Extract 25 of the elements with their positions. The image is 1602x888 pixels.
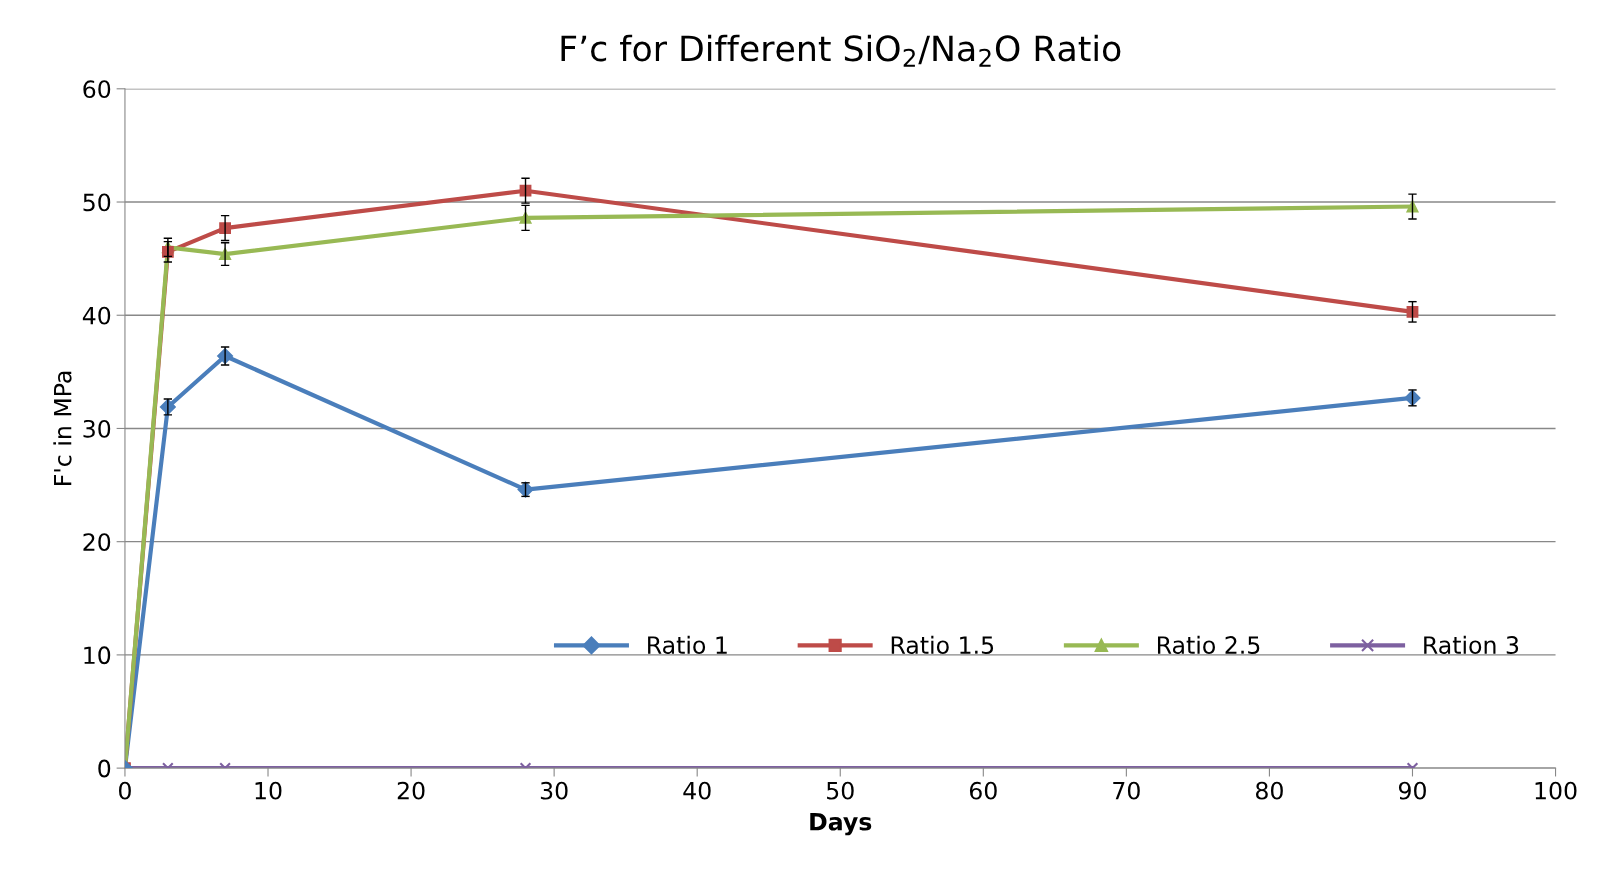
x-tick-label: 90 — [1398, 781, 1426, 800]
x-tick-label: 100 — [1535, 781, 1577, 800]
x-tick-label: 70 — [1113, 781, 1140, 800]
y-tick-label: 60 — [83, 80, 111, 99]
x-tick-label: 80 — [1256, 781, 1283, 800]
legend-label: Ratio 1 — [648, 635, 727, 654]
legend-label: Ratio 2.5 — [1157, 635, 1260, 654]
y-tick-label: 10 — [84, 646, 111, 665]
x-tick-label: 40 — [683, 781, 711, 800]
x-tick-label: 20 — [397, 781, 425, 800]
x-tick-label: 10 — [255, 781, 282, 800]
chart-title: F’c for Different SiO$_{2}$/Na$_{2}$O Ratio — [561, 34, 1121, 67]
x-tick-label: 50 — [827, 781, 854, 800]
y-tick-label: 0 — [98, 759, 111, 778]
legend-label: Ratio 1.5 — [891, 635, 994, 654]
x-tick-label: 60 — [969, 781, 997, 800]
x-tick-label: 30 — [540, 781, 568, 800]
x-axis-title: Days — [810, 813, 872, 836]
legend-label: Ration 3 — [1424, 635, 1519, 654]
y-tick-label: 30 — [83, 419, 111, 438]
y-tick-label: 50 — [83, 193, 111, 212]
y-axis-title: F'c in MPa — [53, 371, 72, 485]
y-tick-label: 40 — [82, 306, 111, 325]
x-tick-label: 0 — [119, 781, 131, 800]
y-tick-label: 20 — [83, 533, 111, 551]
